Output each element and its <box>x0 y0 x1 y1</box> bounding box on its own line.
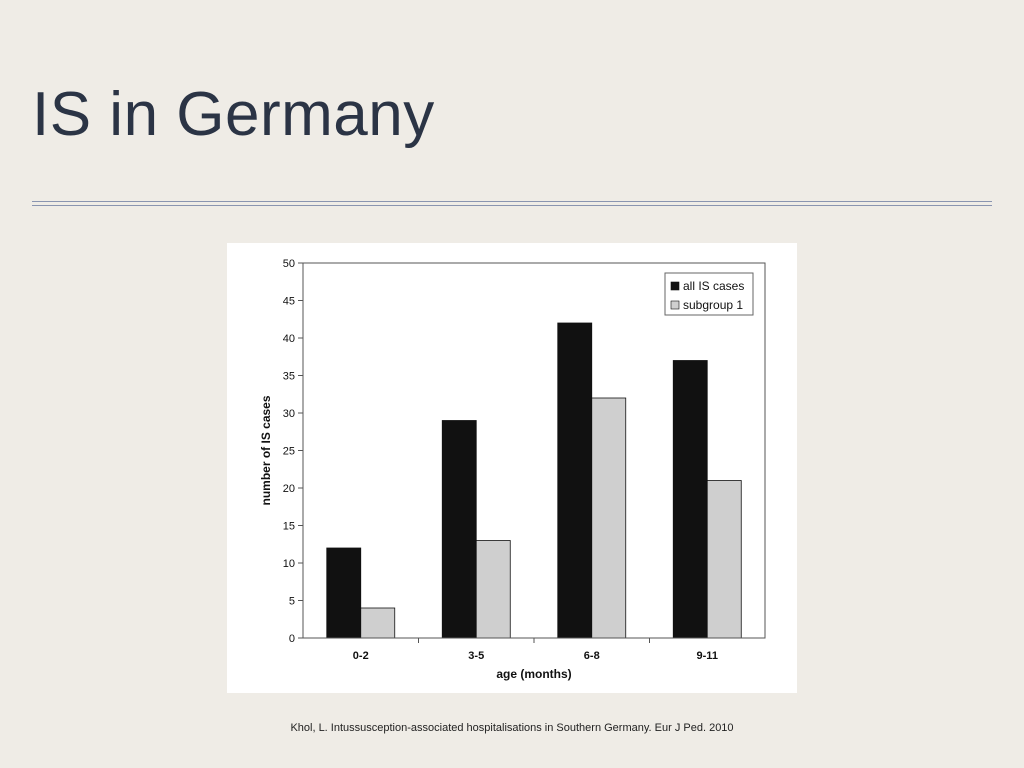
x-axis-title: age (months) <box>496 667 571 681</box>
bar-all-is-cases-0-2 <box>326 547 362 639</box>
bar-subgroup-1-0-2 <box>360 607 396 639</box>
y-tick-label: 40 <box>283 333 295 345</box>
bar-chart: 0 5 10 15 20 25 30 35 40 45 50 0-2 3-5 6-8 9-11 age (… <box>259 258 766 681</box>
y-tick-label: 5 <box>289 596 295 608</box>
bar-all-is-cases-9-11 <box>672 360 708 639</box>
bars <box>326 322 742 639</box>
y-tick-label: 35 <box>283 371 295 383</box>
legend-swatch <box>670 300 680 310</box>
y-tick-label: 0 <box>289 633 295 645</box>
y-tick-label: 30 <box>283 408 295 420</box>
bar-subgroup-1-9-11 <box>706 480 742 639</box>
y-tick-label: 45 <box>283 296 295 308</box>
bar-all-is-cases-3-5 <box>441 420 477 639</box>
legend-label: subgroup 1 <box>683 298 743 312</box>
y-axis-title: number of IS cases <box>259 395 273 505</box>
legend-swatch <box>670 281 680 291</box>
title-divider-line <box>32 201 992 202</box>
x-tick-label: 6-8 <box>584 650 600 662</box>
x-tick-label: 0-2 <box>353 650 369 662</box>
chart-panel: 0 5 10 15 20 25 30 35 40 45 50 0-2 3-5 6-8 9-11 age (… <box>227 243 797 693</box>
bar-subgroup-1-6-8 <box>591 397 627 639</box>
bar-all-is-cases-6-8 <box>557 322 593 639</box>
y-tick-label: 20 <box>283 483 295 495</box>
y-axis-ticks: 0 5 10 15 20 25 30 35 40 45 50 <box>283 258 303 645</box>
slide-title: IS in Germany <box>32 80 435 149</box>
legend-box <box>664 272 754 316</box>
y-tick-label: 25 <box>283 446 295 458</box>
x-tick-label: 3-5 <box>468 650 484 662</box>
bar-subgroup-1-3-5 <box>475 540 511 639</box>
chart-legend: all IS cases subgroup 1 <box>664 272 754 316</box>
y-tick-label: 10 <box>283 558 295 570</box>
legend-label: all IS cases <box>683 279 744 293</box>
x-axis-labels: 0-2 3-5 6-8 9-11 <box>353 638 718 662</box>
plot-area-frame <box>302 262 766 639</box>
citation-text: Khol, L. Intussusception-associated hosp… <box>290 722 734 734</box>
y-tick-label: 15 <box>283 521 295 533</box>
title-divider-line-secondary <box>32 205 992 206</box>
y-tick-label: 50 <box>283 258 295 270</box>
x-tick-label: 9-11 <box>697 650 718 662</box>
